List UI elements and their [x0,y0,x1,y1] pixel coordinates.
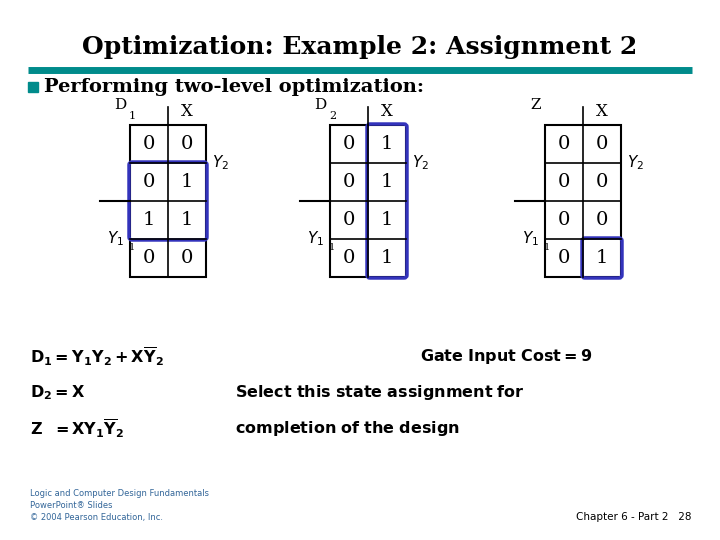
Text: 0: 0 [558,173,570,191]
Text: 2: 2 [329,111,336,121]
Text: Z: Z [531,98,541,112]
Text: X: X [181,103,193,119]
Text: X: X [381,103,393,119]
Text: X: X [596,103,608,119]
Text: 1: 1 [381,211,393,229]
Text: 0: 0 [343,173,355,191]
Text: 0: 0 [596,173,608,191]
Text: $Y_2$: $Y_2$ [627,154,644,172]
Text: $\mathbf{D_1 = Y_1Y_2 + X\overline{Y}_2}$: $\mathbf{D_1 = Y_1Y_2 + X\overline{Y}_2}… [30,346,163,368]
Text: 1: 1 [381,249,393,267]
Bar [330,125,406,277]
Text: 1: 1 [181,173,193,191]
Text: 0: 0 [596,135,608,153]
Bar [28,82,38,92]
Text: $\mathbf{Select\ this\ state\ assignment\ for}$: $\mathbf{Select\ this\ state\ assignment… [235,383,525,402]
Text: 1: 1 [381,135,393,153]
Text: 0: 0 [558,135,570,153]
Text: 1: 1 [129,243,135,252]
Text: 0: 0 [558,249,570,267]
Text: 0: 0 [143,173,156,191]
Text: 0: 0 [343,135,355,153]
Text: 0: 0 [181,135,193,153]
Text: Performing two-level optimization:: Performing two-level optimization: [44,78,424,96]
Text: 0: 0 [143,249,156,267]
Bar [545,125,621,277]
Text: 0: 0 [343,249,355,267]
Text: $Y_1$: $Y_1$ [307,230,324,248]
Text: $Y_2$: $Y_2$ [412,154,429,172]
Text: 0: 0 [143,135,156,153]
Text: D: D [314,98,326,112]
Text: 1: 1 [329,243,336,252]
Text: $\mathbf{Z\ \ = XY_1\overline{Y}_2}$: $\mathbf{Z\ \ = XY_1\overline{Y}_2}$ [30,417,125,440]
Text: 0: 0 [596,211,608,229]
Text: Optimization: Example 2: Assignment 2: Optimization: Example 2: Assignment 2 [82,35,638,59]
Text: $\mathbf{D_2 = X}$: $\mathbf{D_2 = X}$ [30,383,86,402]
Text: 1: 1 [544,243,550,252]
Text: Logic and Computer Design Fundamentals
PowerPoint® Slides
© 2004 Pearson Educati: Logic and Computer Design Fundamentals P… [30,489,209,522]
Text: $\mathbf{completion\ of\ the\ design}$: $\mathbf{completion\ of\ the\ design}$ [235,420,460,438]
Text: $Y_2$: $Y_2$ [212,154,229,172]
Text: D: D [114,98,126,112]
Text: 1: 1 [381,173,393,191]
Text: 1: 1 [181,211,193,229]
Bar [130,125,206,277]
Text: 1: 1 [596,249,608,267]
Text: 0: 0 [181,249,193,267]
Text: $Y_1$: $Y_1$ [107,230,124,248]
Text: Chapter 6 - Part 2   28: Chapter 6 - Part 2 28 [577,512,692,522]
Text: $Y_1$: $Y_1$ [522,230,539,248]
Text: 0: 0 [343,211,355,229]
Text: 0: 0 [558,211,570,229]
Text: 1: 1 [143,211,156,229]
Text: $\mathbf{Gate\ Input\ Cost = 9}$: $\mathbf{Gate\ Input\ Cost = 9}$ [420,348,593,367]
Text: 1: 1 [129,111,136,121]
